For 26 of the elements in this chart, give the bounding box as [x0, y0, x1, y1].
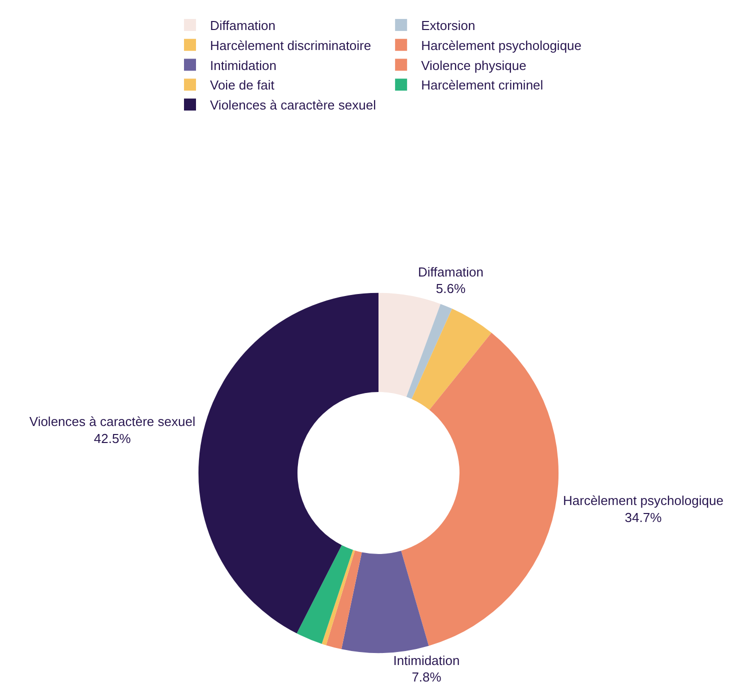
- data-label: 7.8%: [412, 670, 442, 685]
- legend-label: Violence physique: [421, 58, 526, 73]
- donut-slice: [401, 332, 559, 646]
- donut-slice: [406, 304, 452, 400]
- legend-label: Extorsion: [421, 18, 476, 34]
- donut-slice: [198, 292, 378, 634]
- legend-label: Violences à caractère sexuel: [210, 98, 376, 113]
- donut-slice: [326, 550, 362, 650]
- donut-slice: [412, 308, 492, 410]
- donut-slice: [296, 545, 353, 644]
- legend-label: Diffamation: [210, 18, 276, 34]
- legend-label: Harcèlement psychologique: [421, 38, 582, 53]
- donut-slice: [378, 292, 441, 397]
- data-label: 42.5%: [94, 431, 132, 446]
- data-label: 34.7%: [624, 510, 662, 525]
- donut-slice: [322, 550, 355, 646]
- slice-label: Harcèlement psychologique: [563, 493, 724, 508]
- donut-slice: [341, 550, 429, 653]
- legend-label: Intimidation: [210, 58, 276, 73]
- legend-label: Harcèlement criminel: [421, 78, 544, 93]
- legend-label: Voie de fait: [210, 78, 275, 93]
- slice-label: Intimidation: [393, 652, 460, 668]
- data-label: 5.6%: [436, 281, 466, 296]
- legend-label: Harcèlement discriminatoire: [210, 38, 372, 53]
- slice-label: Violences à caractère sexuel: [29, 414, 196, 430]
- slice-label: Diffamation: [418, 264, 484, 280]
